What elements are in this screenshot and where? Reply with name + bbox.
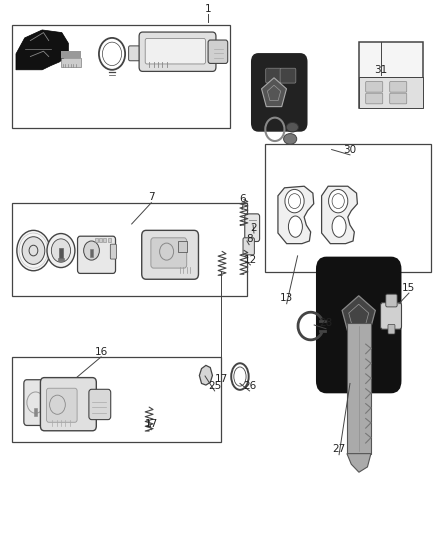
- FancyBboxPatch shape: [42, 394, 51, 410]
- Text: 12: 12: [244, 255, 257, 264]
- FancyBboxPatch shape: [280, 68, 296, 83]
- FancyBboxPatch shape: [381, 303, 402, 329]
- FancyBboxPatch shape: [78, 236, 116, 273]
- Text: 31: 31: [374, 65, 387, 75]
- FancyBboxPatch shape: [142, 230, 198, 279]
- FancyBboxPatch shape: [129, 46, 140, 61]
- FancyBboxPatch shape: [40, 377, 96, 431]
- Bar: [12, 357, 221, 442]
- Circle shape: [47, 233, 75, 268]
- Bar: [265, 144, 431, 272]
- FancyBboxPatch shape: [266, 68, 282, 83]
- Polygon shape: [278, 186, 314, 244]
- FancyBboxPatch shape: [252, 54, 307, 131]
- Bar: [58, 258, 64, 261]
- Bar: [12, 25, 230, 128]
- Bar: [103, 238, 106, 242]
- Text: 17: 17: [145, 419, 158, 430]
- FancyBboxPatch shape: [145, 38, 205, 64]
- Text: 16: 16: [95, 346, 108, 357]
- Text: 8: 8: [246, 235, 252, 245]
- Circle shape: [84, 241, 99, 260]
- Circle shape: [17, 230, 50, 271]
- FancyBboxPatch shape: [243, 238, 254, 255]
- Polygon shape: [261, 78, 286, 107]
- Bar: [59, 248, 63, 259]
- Ellipse shape: [284, 134, 297, 144]
- Bar: [108, 238, 111, 242]
- Bar: [347, 324, 371, 454]
- Text: 29: 29: [261, 59, 274, 68]
- FancyBboxPatch shape: [245, 214, 260, 241]
- Circle shape: [285, 189, 304, 213]
- FancyBboxPatch shape: [386, 294, 397, 307]
- FancyBboxPatch shape: [317, 257, 401, 392]
- Text: 15: 15: [402, 283, 416, 293]
- FancyBboxPatch shape: [390, 82, 407, 92]
- Bar: [178, 241, 187, 252]
- Bar: [90, 249, 93, 257]
- FancyBboxPatch shape: [366, 93, 383, 104]
- Text: 13: 13: [280, 293, 293, 303]
- Bar: [359, 42, 424, 108]
- Ellipse shape: [286, 123, 298, 132]
- FancyBboxPatch shape: [366, 82, 383, 92]
- FancyBboxPatch shape: [110, 244, 117, 259]
- Circle shape: [22, 237, 45, 264]
- Text: 28: 28: [319, 318, 332, 328]
- Bar: [99, 238, 102, 242]
- FancyBboxPatch shape: [139, 32, 216, 71]
- Polygon shape: [321, 186, 357, 244]
- Text: 25: 25: [208, 381, 221, 391]
- Text: 27: 27: [332, 445, 346, 454]
- FancyBboxPatch shape: [89, 389, 111, 419]
- Polygon shape: [347, 454, 371, 472]
- Polygon shape: [199, 366, 212, 385]
- Text: 26: 26: [243, 381, 256, 391]
- Bar: [61, 51, 81, 58]
- Text: 17: 17: [215, 374, 228, 384]
- Text: 2: 2: [251, 223, 257, 233]
- Bar: [95, 238, 98, 242]
- Ellipse shape: [288, 216, 302, 237]
- FancyBboxPatch shape: [388, 325, 395, 334]
- Polygon shape: [16, 30, 68, 70]
- Bar: [34, 408, 37, 416]
- Text: 30: 30: [343, 144, 357, 155]
- Polygon shape: [342, 296, 375, 334]
- Circle shape: [328, 189, 348, 213]
- FancyBboxPatch shape: [24, 379, 47, 425]
- FancyBboxPatch shape: [208, 40, 228, 63]
- FancyBboxPatch shape: [390, 93, 407, 104]
- Bar: [359, 77, 424, 108]
- Text: 7: 7: [148, 192, 155, 203]
- Circle shape: [51, 239, 71, 262]
- Bar: [61, 58, 81, 67]
- Bar: [12, 203, 247, 296]
- Ellipse shape: [332, 216, 346, 237]
- Text: 6: 6: [240, 194, 246, 204]
- FancyBboxPatch shape: [151, 238, 187, 268]
- FancyBboxPatch shape: [46, 388, 77, 422]
- Text: 1: 1: [205, 4, 212, 14]
